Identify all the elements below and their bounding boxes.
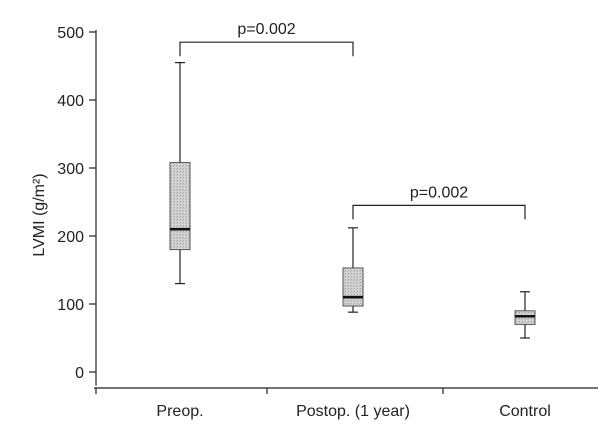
axes: 0 100 200 300 400 500 Preop. Postop. (1 year) Co… [57, 25, 598, 420]
significance-annotations: p=0.002 p=0.002 [179, 21, 526, 220]
significance-bracket-1: p=0.002 [179, 21, 354, 57]
box-2 [342, 227, 364, 313]
y-tick-label: 300 [57, 161, 84, 178]
y-axis-label: LVMI (g/m²) [31, 173, 48, 256]
p-value-label: p=0.002 [237, 21, 295, 38]
y-tick-label: 0 [75, 365, 84, 382]
bracket-line [352, 204, 526, 220]
x-category-label: Control [499, 403, 551, 420]
significance-bracket-2: p=0.002 [352, 184, 526, 220]
box-iqr [342, 267, 364, 307]
x-category-label: Preop. [156, 403, 203, 420]
box-3 [514, 291, 536, 339]
y-tick-label: 500 [57, 25, 84, 42]
y-tick-label: 100 [57, 297, 84, 314]
y-tick-label: 400 [57, 93, 84, 110]
boxes [169, 61, 536, 339]
box-1 [169, 61, 191, 285]
y-tick-label: 200 [57, 229, 84, 246]
box-iqr [169, 162, 191, 251]
x-category-label: Postop. (1 year) [296, 403, 410, 420]
bracket-line [179, 41, 354, 57]
p-value-label: p=0.002 [410, 184, 468, 201]
box-iqr [514, 310, 536, 325]
